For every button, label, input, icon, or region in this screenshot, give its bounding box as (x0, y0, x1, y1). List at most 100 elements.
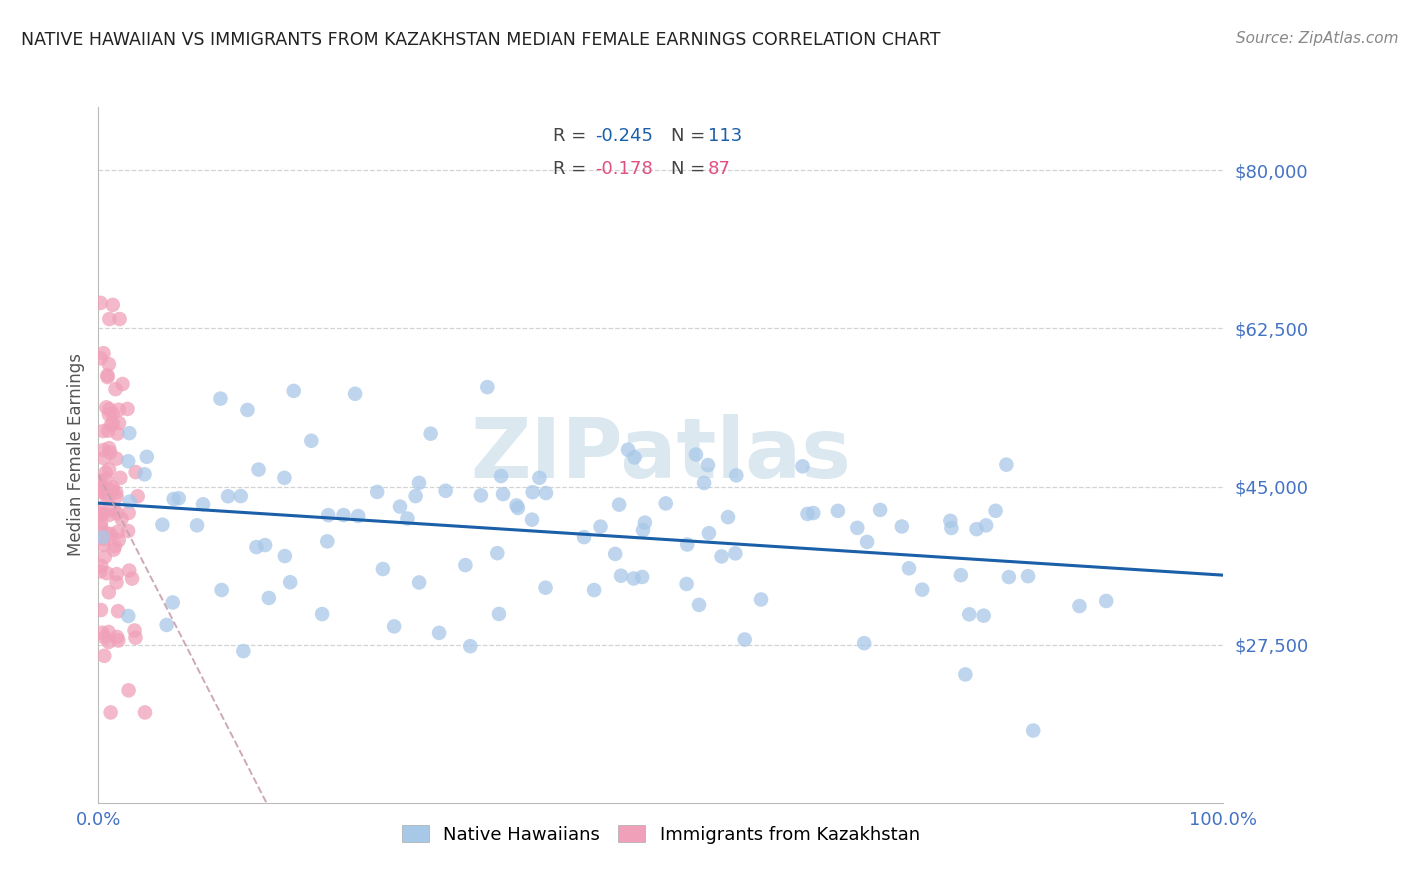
Point (610, 568, 633, 582)
Point (96, 491, 118, 506)
Text: -0.245: -0.245 (595, 127, 654, 145)
Text: 87: 87 (707, 161, 731, 178)
Text: N =: N = (671, 161, 711, 178)
Point (98, 402, 121, 417)
Point (388, 500, 411, 514)
Point (91, 443, 114, 458)
Point (96, 566, 118, 581)
Point (96, 368, 118, 383)
Point (245, 540, 267, 554)
Point (125, 465, 148, 479)
Point (717, 510, 740, 524)
Point (101, 407, 124, 421)
Point (724, 546, 747, 560)
Point (589, 519, 612, 533)
Point (998, 570, 1021, 584)
Point (506, 500, 529, 515)
Point (254, 538, 277, 552)
Text: NATIVE HAWAIIAN VS IMMIGRANTS FROM KAZAKHSTAN MEDIAN FEMALE EARNINGS CORRELATION: NATIVE HAWAIIAN VS IMMIGRANTS FROM KAZAK… (21, 31, 941, 49)
Point (103, 502, 125, 516)
Point (371, 562, 394, 576)
Point (117, 683, 139, 698)
Point (127, 489, 149, 503)
Point (583, 582, 606, 597)
Point (957, 607, 980, 622)
Point (316, 508, 339, 523)
Point (486, 546, 509, 560)
Point (101, 483, 124, 497)
Point (1069, 599, 1091, 613)
Point (107, 604, 129, 618)
Point (853, 636, 876, 650)
Point (93, 507, 115, 521)
Point (869, 503, 891, 517)
Point (186, 518, 208, 533)
Point (104, 382, 127, 396)
Y-axis label: Median Female Earnings: Median Female Earnings (66, 353, 84, 557)
Point (107, 426, 129, 441)
Point (995, 458, 1018, 472)
Point (520, 513, 543, 527)
Point (236, 403, 259, 417)
Point (90, 558, 112, 573)
Point (211, 582, 233, 597)
Point (90, 520, 112, 534)
Point (734, 632, 756, 647)
Point (96, 526, 118, 541)
Text: Source: ZipAtlas.com: Source: ZipAtlas.com (1236, 31, 1399, 46)
Point (118, 564, 141, 578)
Point (98, 441, 121, 455)
Point (696, 458, 718, 472)
Point (101, 416, 124, 430)
Point (89, 501, 111, 516)
Point (408, 475, 430, 490)
Point (955, 667, 977, 681)
Point (90, 603, 112, 617)
Point (118, 506, 141, 520)
Point (90, 483, 112, 498)
Point (1017, 569, 1039, 583)
Point (693, 475, 716, 490)
Point (697, 526, 720, 541)
Point (97, 357, 120, 371)
Text: R =: R = (553, 161, 592, 178)
Point (107, 524, 129, 539)
Point (856, 535, 879, 549)
Point (100, 417, 122, 432)
Point (121, 572, 143, 586)
Point (984, 504, 1007, 518)
Point (93, 648, 115, 663)
Point (105, 507, 128, 521)
Point (98, 508, 121, 522)
Point (676, 537, 699, 551)
Text: ZIPatlas: ZIPatlas (471, 415, 851, 495)
Point (419, 426, 441, 441)
Point (316, 534, 339, 549)
Point (108, 416, 131, 430)
Point (100, 527, 122, 541)
Point (90, 507, 112, 521)
Point (470, 488, 492, 502)
Point (725, 468, 748, 483)
Point (623, 571, 645, 585)
Point (98, 312, 121, 326)
Point (91, 538, 114, 552)
Point (96, 472, 118, 486)
Point (117, 524, 139, 538)
Point (710, 549, 733, 564)
Point (152, 517, 174, 532)
Point (897, 561, 920, 575)
Point (117, 454, 139, 468)
Point (427, 625, 450, 640)
Point (749, 592, 772, 607)
Point (890, 519, 912, 533)
Point (283, 384, 305, 398)
Point (534, 486, 557, 500)
Point (105, 567, 128, 582)
Point (163, 491, 186, 506)
Point (941, 521, 963, 535)
Point (108, 312, 131, 326)
Point (96, 401, 118, 415)
Point (299, 434, 322, 448)
Point (107, 533, 129, 548)
